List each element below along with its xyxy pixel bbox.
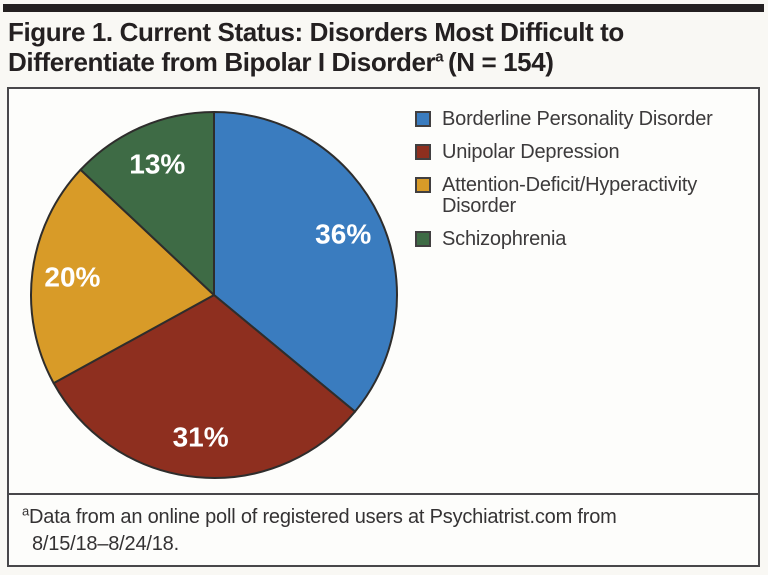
- pie-slice-percent-unipolar-depression: 31%: [173, 422, 229, 453]
- legend-swatch-icon: [415, 111, 431, 127]
- pie-slice-percent-schizophrenia: 13%: [129, 149, 185, 180]
- legend-item-schizophrenia: Schizophrenia: [415, 229, 753, 250]
- legend-label: Borderline Personality Disorder: [442, 108, 713, 130]
- figure-title: Figure 1. Current Status: Disorders Most…: [8, 17, 756, 78]
- legend-label: Schizophrenia: [442, 228, 567, 250]
- pie-chart: 36% 31% 20% 13%: [30, 111, 398, 479]
- chart-panel: 36% 31% 20% 13% Borderline Personality Diso…: [7, 87, 760, 567]
- legend-label: Attention-Deficit/Hyperactivity Disorder: [442, 174, 698, 217]
- pie-slice-percent-borderline-personality-disorder: 36%: [315, 219, 371, 250]
- legend-swatch-icon: [415, 231, 431, 247]
- figure-title-sample-size: (N = 154): [448, 47, 554, 78]
- footnote-line2: 8/15/18–8/24/18.: [32, 533, 179, 555]
- figure-title-line2: Differentiate from Bipolar I Disorder: [8, 47, 436, 78]
- top-rule: [3, 4, 764, 12]
- pie-slice-attention-deficit-hyperactivity-disorder: [30, 168, 215, 385]
- footnote-marker: a: [22, 503, 30, 519]
- legend: Borderline Personality Disorder Unipolar …: [415, 109, 753, 250]
- pie-slice-unipolar-depression: [52, 294, 356, 479]
- figure-title-footnote-marker: a: [435, 48, 444, 66]
- figure-title-line1: Figure 1. Current Status: Disorders Most…: [8, 17, 624, 47]
- legend-item-attention-deficit-hyperactivity-disorder: Attention-Deficit/Hyperactivity Disorder: [415, 175, 753, 217]
- legend-swatch-icon: [415, 177, 431, 193]
- legend-swatch-icon: [415, 144, 431, 160]
- footnote-line1: Data from an online poll of registered u…: [29, 506, 617, 528]
- pie-slice-schizophrenia: [79, 111, 215, 296]
- pie-slice-borderline-personality-disorder: [213, 111, 398, 413]
- footnote: aData from an online poll of registered …: [9, 493, 758, 565]
- legend-item-borderline-personality-disorder: Borderline Personality Disorder: [415, 109, 753, 130]
- legend-item-unipolar-depression: Unipolar Depression: [415, 142, 753, 163]
- pie-slice-percent-attention-deficit-hyperactivity-disorder: 20%: [44, 262, 100, 293]
- legend-label: Unipolar Depression: [442, 141, 620, 163]
